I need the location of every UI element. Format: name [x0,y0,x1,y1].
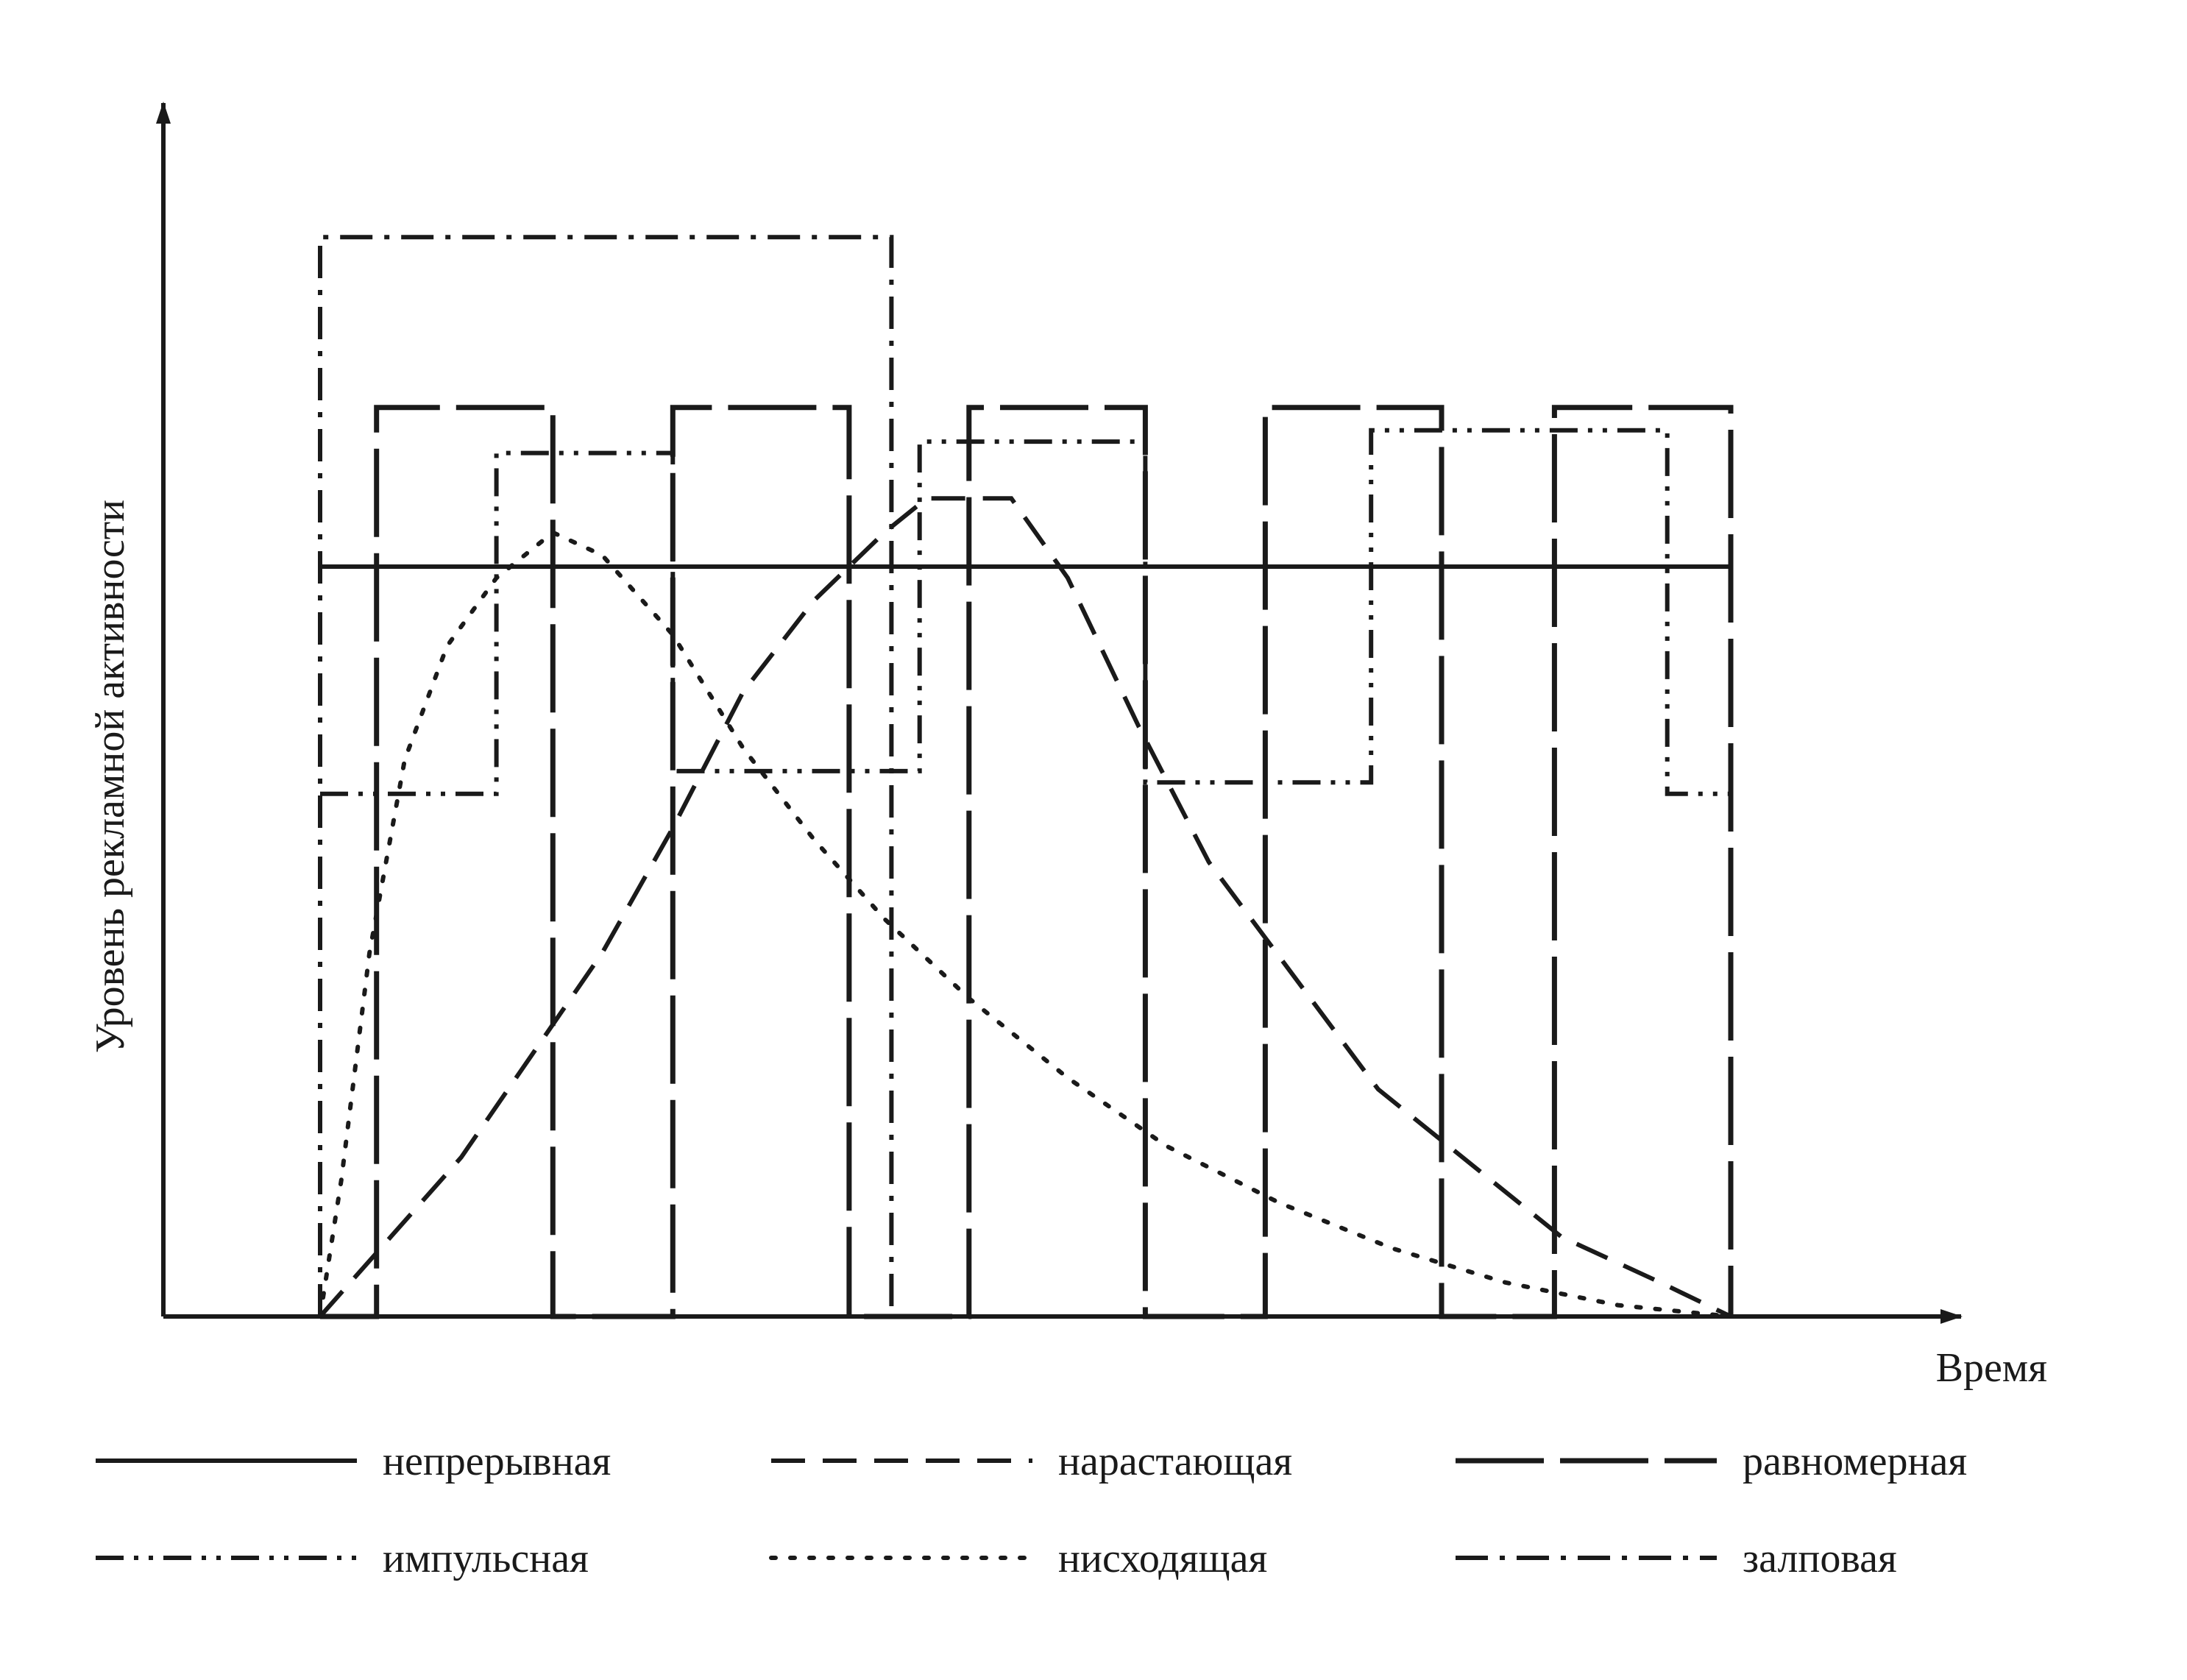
legend-label-6: залповая [1743,1536,1897,1581]
legend: непрерывная нарастающая равномерная импульс… [96,1439,1967,1581]
legend-item-3: равномерная [1456,1439,1967,1484]
legend-item-1: непрерывная [96,1439,611,1484]
legend-label-3: равномерная [1743,1439,1967,1484]
legend-item-6: залповая [1456,1536,1897,1581]
series-layer [318,235,1734,1319]
legend-label-5: нисходящая [1058,1536,1267,1581]
series-line-6 [318,235,894,1316]
x-axis-label: Время [1936,1345,2047,1391]
series-line-5 [318,530,1733,1319]
legend-label-1: непрерывная [383,1439,611,1484]
series-line-4 [320,428,1731,796]
legend-label-4: импульсная [383,1536,589,1581]
legend-item-2: нарастающая [771,1439,1292,1484]
series-line-3 [320,405,1734,1319]
y-axis-label: Уровень рекламной активности [88,500,133,1053]
legend-label-2: нарастающая [1058,1439,1292,1484]
series-line-2 [318,496,1732,1319]
legend-item-5: нисходящая [769,1536,1267,1581]
axes [156,102,1963,1324]
legend-item-4: импульсная [96,1536,589,1581]
